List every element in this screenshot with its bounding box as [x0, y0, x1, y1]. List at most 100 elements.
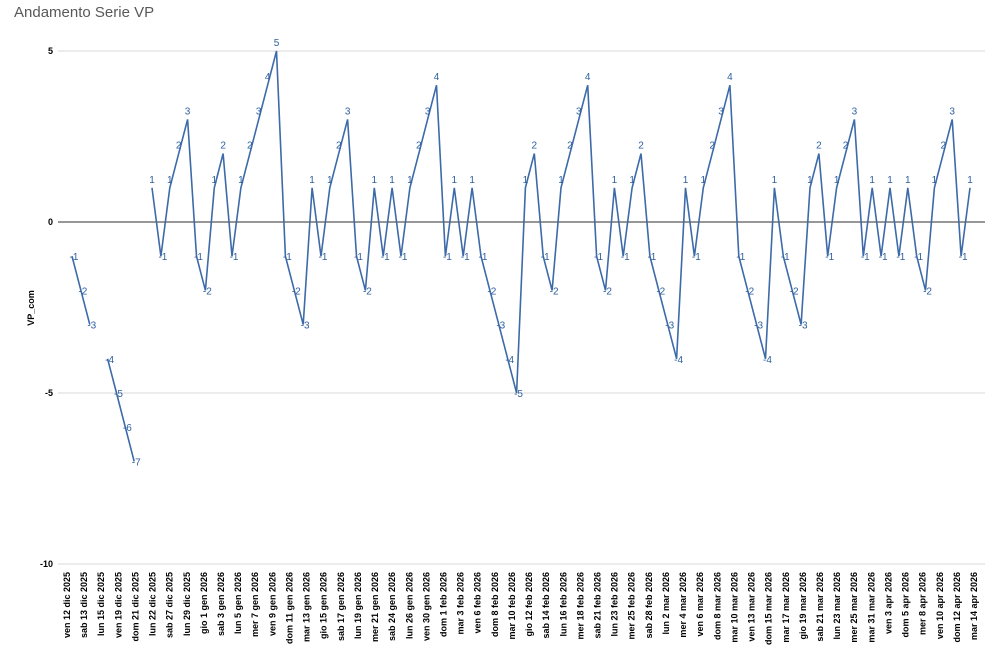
- x-tick-label: mar 17 mar 2026: [781, 572, 791, 643]
- data-label: 2: [176, 141, 182, 152]
- data-label: -1: [381, 252, 390, 263]
- data-label: 1: [932, 175, 938, 186]
- x-tick-label: lun 23 feb 2026: [610, 572, 620, 637]
- data-label: 1: [629, 175, 635, 186]
- data-label: -1: [479, 252, 488, 263]
- data-label: -2: [550, 286, 559, 297]
- data-label: 1: [967, 175, 973, 186]
- data-label: 1: [211, 175, 217, 186]
- x-tick-label: dom 8 feb 2026: [490, 572, 500, 637]
- data-label: 2: [941, 141, 947, 152]
- data-label: 1: [905, 175, 911, 186]
- data-label: 3: [425, 106, 431, 117]
- series-line: [71, 50, 971, 462]
- data-label: 1: [523, 175, 529, 186]
- data-label: 2: [336, 141, 342, 152]
- data-label: -6: [123, 423, 132, 434]
- data-label: -1: [959, 252, 968, 263]
- data-label: -3: [799, 321, 808, 332]
- data-label: -2: [745, 286, 754, 297]
- x-tick-label: ven 13 mar 2026: [747, 572, 757, 642]
- data-label: 1: [807, 175, 813, 186]
- x-tick-label: sab 3 gen 2026: [216, 572, 226, 636]
- data-label: -3: [301, 321, 310, 332]
- x-tick-label: dom 1 feb 2026: [439, 572, 449, 637]
- data-label: -3: [496, 321, 505, 332]
- y-tick-label: 5: [48, 46, 53, 56]
- data-label: 3: [576, 106, 582, 117]
- data-label: -2: [603, 286, 612, 297]
- data-label: -5: [514, 389, 523, 400]
- data-label: 4: [265, 72, 271, 83]
- y-tick-label: 0: [48, 217, 53, 227]
- x-tick-label: mer 4 mar 2026: [678, 572, 688, 638]
- x-tick-label: lun 26 gen 2026: [404, 572, 414, 639]
- data-label: 3: [185, 106, 191, 117]
- data-label: 1: [772, 175, 778, 186]
- data-label: 1: [167, 175, 173, 186]
- data-label: -1: [736, 252, 745, 263]
- data-label: 3: [718, 106, 724, 117]
- x-tick-label: sab 24 gen 2026: [387, 572, 397, 641]
- data-label: -2: [487, 286, 496, 297]
- x-tick-label: sab 13 dic 2025: [79, 572, 89, 638]
- x-tick-label: mar 10 mar 2026: [729, 572, 739, 643]
- data-label: 2: [816, 141, 822, 152]
- data-label: -4: [763, 355, 772, 366]
- x-tick-label: mar 3 feb 2026: [456, 572, 466, 635]
- data-label: -1: [399, 252, 408, 263]
- data-label: -2: [363, 286, 372, 297]
- x-tick-label: dom 11 gen 2026: [285, 572, 295, 644]
- x-tick-label: ven 3 apr 2026: [883, 572, 893, 634]
- data-label: -2: [292, 286, 301, 297]
- x-tick-label: sab 17 gen 2026: [336, 572, 346, 641]
- data-labels: -1 -2 -3 -4 -5 -6 -7 1 -1 1 2 3 -1 -2 1 2 -1 1 2 3 4 5 -1 -2 -3 1…: [70, 38, 974, 468]
- x-tick-label: dom 21 dic 2025: [131, 572, 141, 642]
- data-label: 2: [416, 141, 422, 152]
- x-tick-label: lun 22 dic 2025: [148, 572, 158, 636]
- data-label: 3: [852, 106, 858, 117]
- data-label: 1: [389, 175, 395, 186]
- x-tick-label: ven 9 gen 2026: [267, 572, 277, 636]
- data-label: -1: [443, 252, 452, 263]
- x-axis-ticks: ven 12 dic 2025 sab 13 dic 2025 lun 15 dic…: [62, 572, 979, 645]
- data-label: -1: [594, 252, 603, 263]
- data-label: 1: [238, 175, 244, 186]
- x-tick-label: dom 12 apr 2026: [952, 572, 962, 643]
- x-tick-label: mer 25 feb 2026: [627, 572, 637, 640]
- data-label: -1: [781, 252, 790, 263]
- data-label: -1: [354, 252, 363, 263]
- data-label: 2: [567, 141, 573, 152]
- data-label: -1: [692, 252, 701, 263]
- data-label: 3: [345, 106, 351, 117]
- x-tick-label: sab 21 mar 2026: [815, 572, 825, 642]
- x-tick-label: lun 29 dic 2025: [182, 572, 192, 636]
- series-segment: [106, 358, 135, 462]
- data-label: 2: [709, 141, 715, 152]
- x-tick-label: sab 21 feb 2026: [593, 572, 603, 639]
- data-label: -1: [318, 252, 327, 263]
- data-label: 2: [220, 141, 226, 152]
- data-label: 2: [638, 141, 644, 152]
- x-tick-label: gio 1 gen 2026: [199, 572, 209, 634]
- y-tick-label: -5: [45, 388, 53, 398]
- data-label: -1: [647, 252, 656, 263]
- data-label: 1: [683, 175, 689, 186]
- data-label: -4: [505, 355, 514, 366]
- y-axis-ticks: 5 0 -5 -10: [40, 46, 53, 569]
- x-tick-label: gio 12 feb 2026: [524, 572, 534, 637]
- data-label: 2: [532, 141, 538, 152]
- data-label: -1: [230, 252, 239, 263]
- data-label: -2: [656, 286, 665, 297]
- x-tick-label: dom 8 mar 2026: [712, 572, 722, 640]
- x-tick-label: mer 8 apr 2026: [918, 572, 928, 635]
- x-tick-label: lun 23 mar 2026: [832, 572, 842, 640]
- x-tick-label: mer 25 mar 2026: [849, 572, 859, 643]
- x-tick-label: lun 19 gen 2026: [353, 572, 363, 639]
- grid-lines: [58, 50, 985, 565]
- data-label: 1: [558, 175, 564, 186]
- x-tick-label: mar 31 mar 2026: [866, 572, 876, 643]
- data-label: -1: [621, 252, 630, 263]
- data-label: -1: [896, 252, 905, 263]
